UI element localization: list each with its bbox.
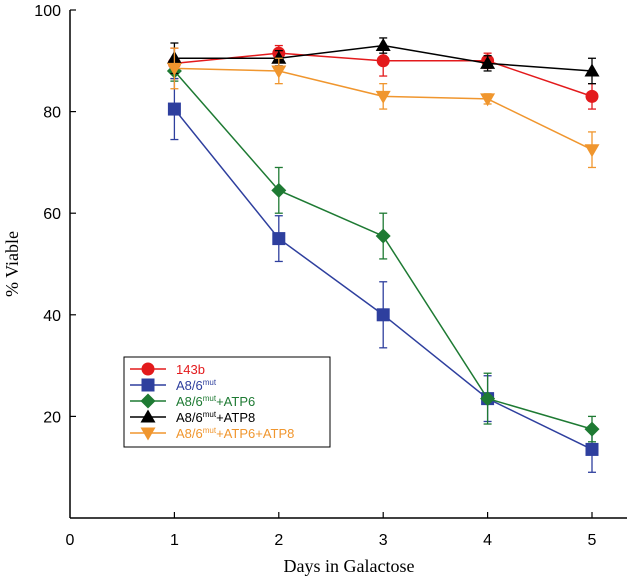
- legend-label: 143b: [176, 362, 205, 377]
- legend-item: A8/6mut: [130, 378, 217, 393]
- x-tick-label: 2: [274, 532, 283, 549]
- legend-item: 143b: [130, 362, 205, 377]
- legend-marker: [140, 393, 156, 409]
- legend-label: A8/6mut: [176, 378, 217, 393]
- data-point: [480, 391, 496, 407]
- data-point: [375, 90, 391, 104]
- data-point: [271, 182, 287, 198]
- data-point: [584, 63, 600, 77]
- legend-label: A8/6mut+ATP8: [176, 410, 255, 425]
- y-tick-label: 60: [43, 206, 61, 223]
- legend-label: A8/6mut+ATP6+ATP8: [176, 426, 294, 441]
- legend-marker: [141, 362, 155, 376]
- series-4: [166, 37, 600, 85]
- series-group: [166, 37, 600, 473]
- data-point: [167, 102, 181, 116]
- tick-group: 20 40 60 80 100 0 1 2 3 4 5: [34, 3, 596, 549]
- data-point: [584, 144, 600, 158]
- legend-item: A8/6mut+ATP8: [130, 409, 255, 425]
- data-point: [375, 228, 391, 244]
- legend-marker: [140, 409, 156, 423]
- data-point: [480, 55, 496, 69]
- x-axis-title: Days in Galactose: [284, 556, 415, 576]
- y-tick-label: 40: [43, 308, 61, 325]
- x-tick-label: 5: [588, 532, 597, 549]
- data-point: [272, 232, 286, 246]
- data-point: [166, 62, 182, 76]
- data-point: [271, 65, 287, 79]
- x-tick-label: 0: [66, 532, 75, 549]
- data-point: [585, 442, 599, 456]
- legend-marker: [141, 378, 155, 392]
- y-tick-label: 100: [34, 3, 61, 20]
- legend-item: A8/6mut+ATP6: [130, 393, 255, 409]
- x-tick-label: 3: [379, 532, 388, 549]
- x-tick-label: 4: [483, 532, 492, 549]
- data-point: [271, 50, 287, 64]
- data-point: [584, 421, 600, 437]
- series-5: [166, 47, 600, 169]
- y-tick-label: 20: [43, 409, 61, 426]
- legend-label: A8/6mut+ATP6: [176, 394, 255, 409]
- legend-item: A8/6mut+ATP6+ATP8: [130, 426, 294, 441]
- axes: [69, 10, 627, 519]
- data-point: [375, 38, 391, 52]
- x-tick-label: 1: [170, 532, 179, 549]
- data-point: [585, 89, 599, 103]
- data-point: [376, 308, 390, 322]
- y-axis-title: % Viable: [2, 231, 22, 297]
- legend: 143bA8/6mutA8/6mut+ATP6A8/6mut+ATP8A8/6m…: [123, 356, 331, 448]
- y-tick-label: 80: [43, 105, 61, 122]
- legend-box: [123, 356, 331, 448]
- data-point: [480, 93, 496, 107]
- legend-marker: [140, 427, 156, 441]
- data-point: [376, 54, 390, 68]
